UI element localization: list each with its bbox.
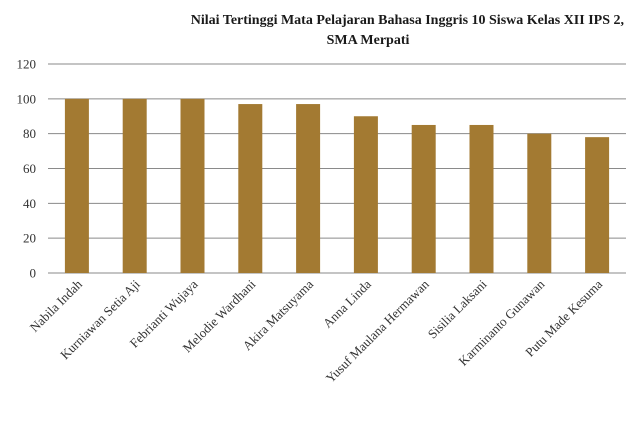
bar xyxy=(527,133,552,273)
bars xyxy=(64,98,610,273)
y-tick-label: 40 xyxy=(23,196,36,211)
y-tick-label: 100 xyxy=(17,91,37,106)
y-tick-label: 0 xyxy=(30,266,37,281)
y-tick-label: 80 xyxy=(23,126,36,141)
x-category-label: Yusuf Maulana Hermawan xyxy=(323,276,432,385)
bar xyxy=(64,98,89,273)
chart-title-line-2: SMA Merpati xyxy=(327,33,410,48)
x-category-label: Sisilia Laksani xyxy=(425,276,490,341)
bar xyxy=(411,124,436,273)
x-category-label: Anna Linda xyxy=(320,276,374,330)
y-axis-ticks: 0 20 40 60 80 100 120 xyxy=(17,57,37,281)
x-category-label: Nabila Indah xyxy=(27,276,86,335)
bar xyxy=(585,137,610,273)
bar xyxy=(180,98,205,273)
bar xyxy=(122,98,147,273)
bar xyxy=(353,116,378,273)
y-tick-label: 120 xyxy=(17,57,37,72)
bar xyxy=(238,104,263,273)
y-tick-label: 20 xyxy=(23,231,36,246)
chart-title-line-1: Nilai Tertinggi Mata Pelajaran Bahasa In… xyxy=(191,13,624,28)
bar xyxy=(296,104,321,273)
y-tick-label: 60 xyxy=(23,161,36,176)
bar xyxy=(469,124,494,273)
